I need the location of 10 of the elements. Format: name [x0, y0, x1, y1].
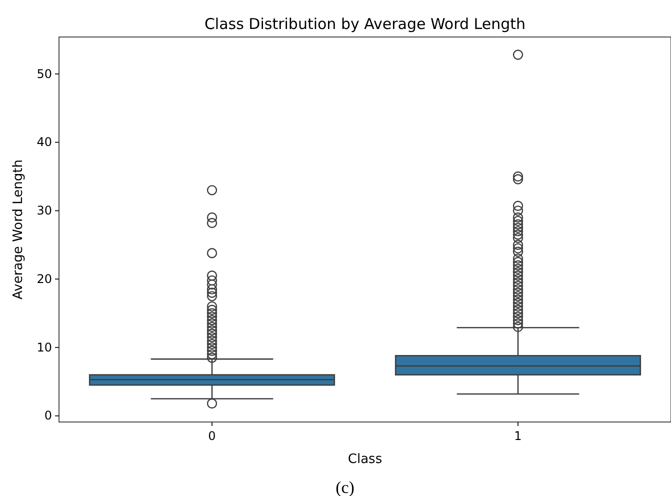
y-tick-label: 10 [36, 340, 52, 354]
y-tick-label: 50 [36, 66, 52, 81]
x-tick-label: 1 [514, 429, 522, 443]
x-axis-title: Class [348, 452, 382, 467]
y-tick-label: 30 [36, 204, 52, 218]
y-tick-label: 40 [36, 135, 52, 150]
y-axis-title: Average Word Length [11, 160, 26, 300]
y-tick-label: 0 [44, 408, 52, 423]
y-tick-label: 20 [36, 272, 52, 286]
chart-title: Class Distribution by Average Word Length [204, 15, 526, 33]
